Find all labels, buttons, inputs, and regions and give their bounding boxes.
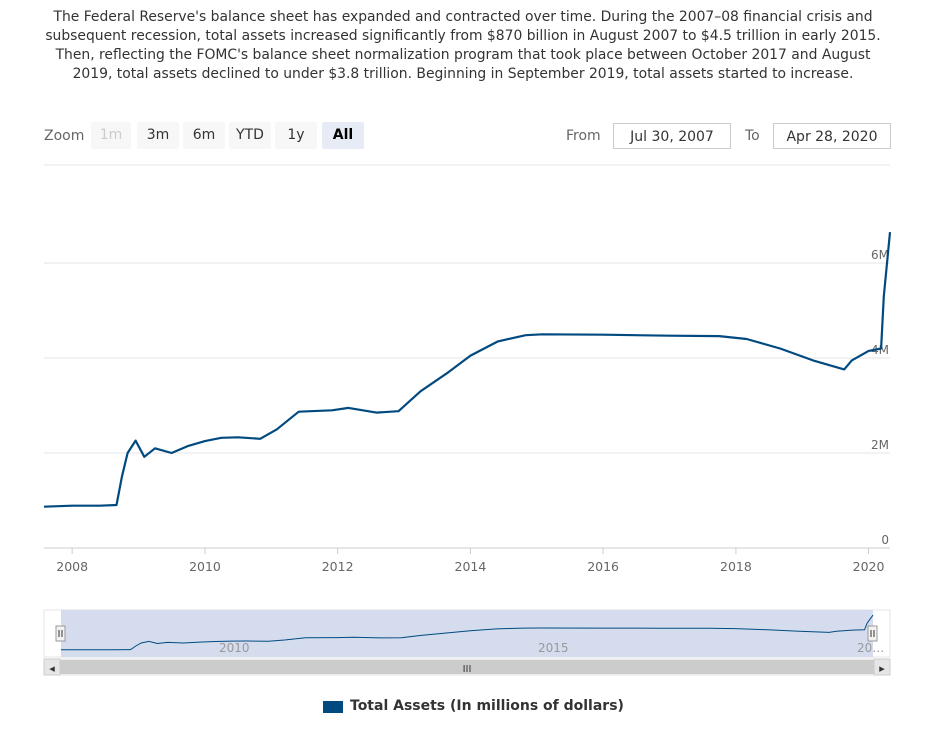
x-tick-label: 2016 — [587, 559, 619, 574]
from-label: From — [566, 128, 601, 144]
zoom-label: Zoom — [44, 128, 85, 144]
zoom-1y-button[interactable]: 1y — [275, 122, 317, 149]
chart-description: The Federal Reserve's balance sheet has … — [45, 9, 881, 82]
to-label: To — [745, 128, 760, 144]
y-tick-label: 0 — [881, 533, 889, 547]
zoom-3m-button[interactable]: 3m — [137, 122, 179, 149]
navigator-label-2010: 2010 — [219, 641, 250, 655]
x-tick-label: 2008 — [56, 559, 88, 574]
x-tick-label: 2010 — [189, 559, 221, 574]
y-tick-label: 2M — [871, 438, 889, 452]
navigator-right-handle[interactable] — [867, 625, 878, 642]
y-tick-label: 4M — [871, 343, 889, 357]
navigator-label-2020: 20… — [857, 641, 884, 655]
x-tick-label: 2014 — [455, 559, 487, 574]
navigator-left-handle[interactable] — [55, 625, 66, 642]
zoom-all-button[interactable]: All — [322, 122, 364, 149]
x-tick-label: 2018 — [720, 559, 752, 574]
zoom-ytd-button[interactable]: YTD — [229, 122, 271, 149]
x-tick-label: 2020 — [853, 559, 885, 574]
y-axis-labels: 0 2M 4M 6M — [871, 248, 889, 547]
grid-lines — [44, 164, 890, 549]
x-axis: 2008 2010 2012 2014 2016 2018 2020 — [56, 548, 885, 574]
navigator[interactable]: 2010 2015 20… — [43, 609, 891, 658]
y-tick-label: 6M — [871, 248, 889, 262]
zoom-6m-button[interactable]: 6m — [183, 122, 225, 149]
to-date-input[interactable]: Apr 28, 2020 — [773, 123, 891, 149]
scrollbar-grip-icon: III — [463, 664, 472, 675]
chart-svg: 0 2M 4M 6M 2008 2010 2012 2014 2016 2018 2020 201… — [43, 164, 892, 676]
series-line-total-assets — [43, 231, 892, 508]
navigator-selected-range[interactable] — [61, 610, 873, 657]
legend[interactable]: Total Assets (In millions of dollars) — [0, 697, 926, 719]
chevron-right-icon: ▸ — [879, 662, 885, 675]
scroll-right-button[interactable] — [873, 658, 891, 676]
scrollbar[interactable]: ◂ III ▸ — [43, 658, 891, 676]
chevron-left-icon: ◂ — [49, 662, 55, 675]
zoom-1m-button[interactable]: 1m — [91, 122, 131, 149]
range-selector: Zoom 1m 3m 6m YTD 1y All From Jul 30, 20… — [0, 122, 926, 152]
navigator-series-line — [60, 614, 874, 651]
navigator-label-2015: 2015 — [538, 641, 569, 655]
legend-item-total-assets[interactable]: Total Assets (In millions of dollars) — [350, 698, 624, 714]
legend-swatch — [323, 701, 343, 713]
scrollbar-thumb[interactable] — [60, 660, 874, 674]
from-date-input[interactable]: Jul 30, 2007 — [613, 123, 731, 149]
x-tick-label: 2012 — [322, 559, 354, 574]
